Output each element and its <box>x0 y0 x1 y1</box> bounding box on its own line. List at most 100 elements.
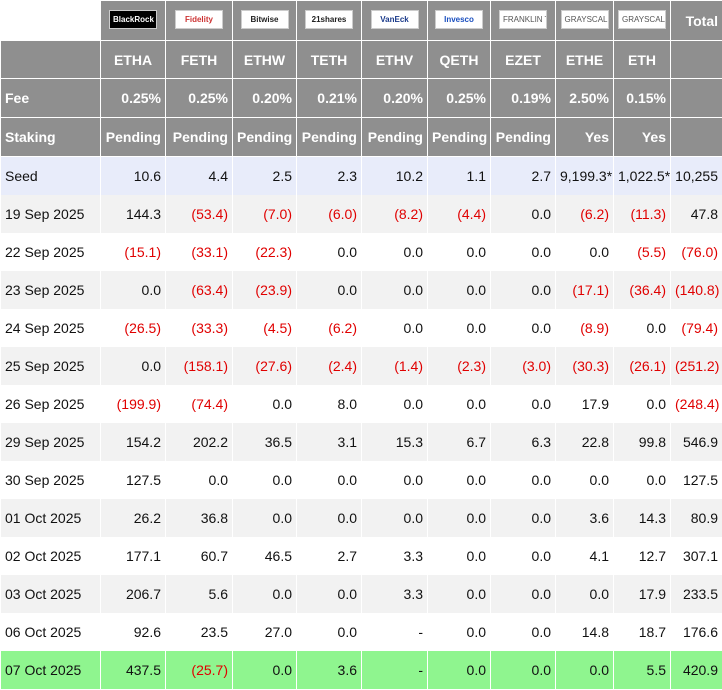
fee-value: 0.20% <box>361 78 428 118</box>
flow-value: 99.8 <box>613 422 671 461</box>
flow-value: 36.8 <box>165 498 233 537</box>
flow-value: 0.0 <box>232 460 297 499</box>
flow-value: 0.0 <box>555 574 614 613</box>
total-value: 80.9 <box>670 498 722 537</box>
logo-cell: VanEck <box>361 0 428 41</box>
staking-value: Yes <box>555 117 614 157</box>
logo-cell: BlackRock <box>100 0 166 41</box>
flow-value: 0.0 <box>427 650 491 689</box>
flow-value: 92.6 <box>100 612 166 651</box>
flow-value: 0.0 <box>296 612 362 651</box>
total-value: 176.6 <box>670 612 722 651</box>
row-label: 25 Sep 2025 <box>0 346 101 385</box>
flow-value: 0.0 <box>490 232 556 271</box>
flow-value: 0.0 <box>490 536 556 575</box>
total-value: (248.4) <box>670 384 722 423</box>
flow-value: (11.3) <box>613 194 671 233</box>
flow-value: (26.1) <box>613 346 671 385</box>
total-value: 420.9 <box>670 650 722 689</box>
fee-label: Fee <box>0 78 101 118</box>
flow-value: 127.5 <box>100 460 166 499</box>
flow-value: (74.4) <box>165 384 233 423</box>
staking-label: Staking <box>0 117 101 157</box>
flow-value: 0.0 <box>490 308 556 347</box>
flow-value: (6.2) <box>296 308 362 347</box>
flow-value: 0.0 <box>296 460 362 499</box>
flow-value: 0.0 <box>296 270 362 309</box>
row-label: 07 Oct 2025 <box>0 650 101 689</box>
flow-value: (25.7) <box>165 650 233 689</box>
flow-value: (6.0) <box>296 194 362 233</box>
flow-value: 0.0 <box>361 384 428 423</box>
flow-value: 0.0 <box>427 498 491 537</box>
flow-value: 14.8 <box>555 612 614 651</box>
flow-value: - <box>361 612 428 651</box>
total-value: (76.0) <box>670 232 722 271</box>
flow-value: 0.0 <box>100 346 166 385</box>
flow-value: 437.5 <box>100 650 166 689</box>
flow-value: 27.0 <box>232 612 297 651</box>
flow-value: 9,199.3* <box>555 156 614 195</box>
flow-value: 0.0 <box>427 612 491 651</box>
flow-value: 0.0 <box>165 460 233 499</box>
flow-value: 46.5 <box>232 536 297 575</box>
row-label: 19 Sep 2025 <box>0 194 101 233</box>
flow-value: 6.7 <box>427 422 491 461</box>
fund-logo: GRAYSCALE <box>560 9 609 29</box>
blank <box>670 78 722 118</box>
flow-value: 1,022.5* <box>613 156 671 195</box>
staking-value: Pending <box>427 117 491 157</box>
flow-value: 0.0 <box>555 460 614 499</box>
flow-value: 177.1 <box>100 536 166 575</box>
flow-value: 5.6 <box>165 574 233 613</box>
row-label: Seed <box>0 156 101 195</box>
logo-cell: GRAYSCALE <box>613 0 671 41</box>
flow-value: (27.6) <box>232 346 297 385</box>
flow-row: 02 Oct 2025 177.1 60.7 46.5 2.7 3.3 0.0 0.0 4.1 1… <box>0 536 722 575</box>
flow-value: (6.2) <box>555 194 614 233</box>
logo-cell: FRANKLIN TEMPLETON <box>490 0 556 41</box>
flow-value: (53.4) <box>165 194 233 233</box>
fund-logo: 21shares <box>305 9 353 29</box>
flow-value: 18.7 <box>613 612 671 651</box>
row-label: 01 Oct 2025 <box>0 498 101 537</box>
flow-value: 3.3 <box>361 574 428 613</box>
ticker: ETHE <box>555 40 614 79</box>
staking-value: Pending <box>490 117 556 157</box>
flow-value: (158.1) <box>165 346 233 385</box>
staking-value: Yes <box>613 117 671 157</box>
fee-value: 0.20% <box>232 78 297 118</box>
row-label: 24 Sep 2025 <box>0 308 101 347</box>
flow-value: (2.4) <box>296 346 362 385</box>
flow-row: 25 Sep 2025 0.0 (158.1) (27.6) (2.4) (1.4) (2.… <box>0 346 722 385</box>
flow-value: 36.5 <box>232 422 297 461</box>
total-value: 47.8 <box>670 194 722 233</box>
flow-value: 3.6 <box>296 650 362 689</box>
flow-value: 0.0 <box>361 270 428 309</box>
flow-value: 15.3 <box>361 422 428 461</box>
logo-cell: GRAYSCALE <box>555 0 614 41</box>
total-value: (79.4) <box>670 308 722 347</box>
flow-value: (26.5) <box>100 308 166 347</box>
flow-value: (5.5) <box>613 232 671 271</box>
flow-value: (33.3) <box>165 308 233 347</box>
ticker: FETH <box>165 40 233 79</box>
flow-value: 2.7 <box>490 156 556 195</box>
fee-row: Fee 0.25% 0.25% 0.20% 0.21% 0.20% 0.25% 0.19% 2.… <box>0 78 722 118</box>
flow-value: (22.3) <box>232 232 297 271</box>
row-label: 22 Sep 2025 <box>0 232 101 271</box>
flow-value: 0.0 <box>361 232 428 271</box>
total-value: (140.8) <box>670 270 722 309</box>
flow-row: 01 Oct 2025 26.2 36.8 0.0 0.0 0.0 0.0 0.0 3.6 14.… <box>0 498 722 537</box>
flow-value: - <box>361 650 428 689</box>
flow-value: 0.0 <box>427 270 491 309</box>
flow-value: 10.6 <box>100 156 166 195</box>
flow-value: 0.0 <box>361 498 428 537</box>
flow-value: 0.0 <box>555 650 614 689</box>
flow-value: 0.0 <box>490 270 556 309</box>
staking-value: Pending <box>296 117 362 157</box>
flow-value: 3.1 <box>296 422 362 461</box>
flow-value: 17.9 <box>555 384 614 423</box>
